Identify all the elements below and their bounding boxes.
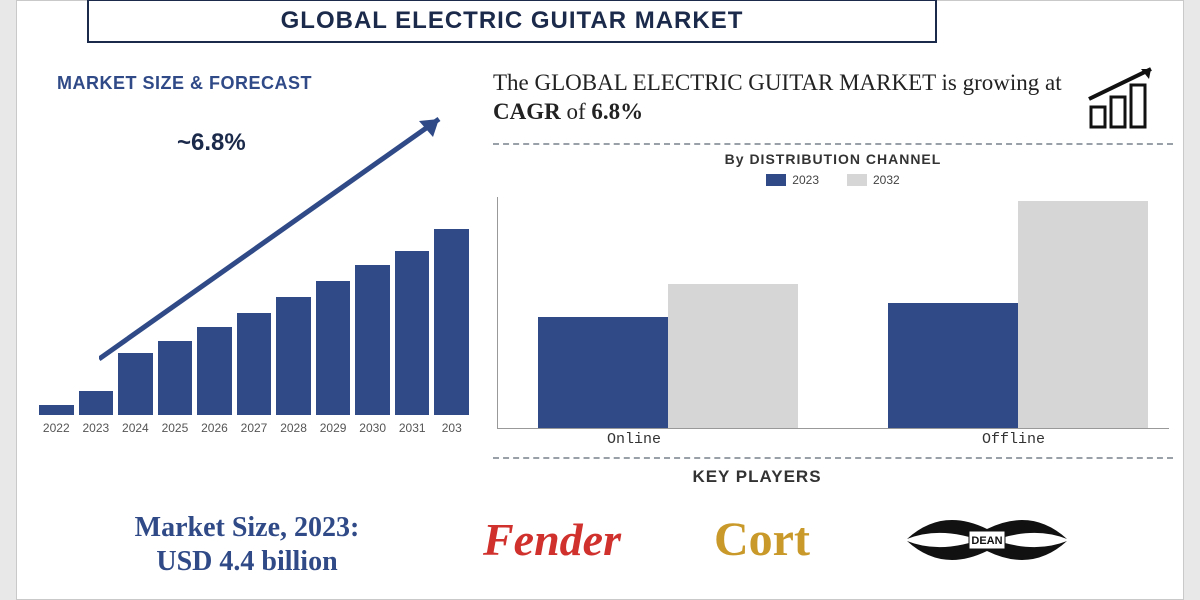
forecast-bar: [79, 391, 114, 415]
divider: [493, 143, 1173, 145]
distribution-legend: 2023 2032: [493, 173, 1173, 187]
forecast-bar: [276, 297, 311, 415]
forecast-year-label: 2025: [158, 421, 193, 435]
forecast-label: MARKET SIZE & FORECAST: [57, 73, 312, 94]
forecast-year-label: 2024: [118, 421, 153, 435]
forecast-year-label: 2028: [276, 421, 311, 435]
growth-chart-icon: [1083, 63, 1173, 133]
legend-swatch: [847, 174, 867, 186]
forecast-bar: [355, 265, 390, 415]
infographic-card: GLOBAL ELECTRIC GUITAR MARKET MARKET SIZ…: [16, 0, 1184, 600]
key-players-title: KEY PLAYERS: [657, 467, 857, 487]
svg-text:DEAN: DEAN: [971, 535, 1002, 547]
forecast-bar: [39, 405, 74, 415]
callout-of: of: [561, 99, 592, 124]
market-size-stat: Market Size, 2023: USD 4.4 billion: [57, 511, 437, 578]
forecast-bars: [39, 115, 469, 415]
forecast-bar: [434, 229, 469, 415]
distribution-chart: [497, 197, 1169, 429]
forecast-year-label: 2026: [197, 421, 232, 435]
legend-swatch: [766, 174, 786, 186]
forecast-bar: [118, 353, 153, 415]
callout-mid: is growing at: [936, 70, 1062, 95]
title-bar: GLOBAL ELECTRIC GUITAR MARKET: [87, 0, 937, 43]
distribution-bar-2032: [1018, 201, 1148, 428]
cagr-badge: ~6.8%: [177, 129, 246, 157]
forecast-year-label: 2027: [237, 421, 272, 435]
forecast-year-label: 2030: [355, 421, 390, 435]
legend-label: 2023: [792, 173, 819, 187]
market-size-line2: USD 4.4 billion: [156, 546, 337, 577]
distribution-bar-2032: [668, 284, 798, 428]
distribution-xaxis: Online Offline: [497, 431, 1169, 449]
forecast-xaxis: 2022 2023 2024 2025 2026 2027 2028 2029 2030 2031…: [39, 421, 469, 435]
distribution-category-label: Offline: [982, 431, 1045, 448]
forecast-bar: [197, 327, 232, 415]
callout-value: 6.8%: [591, 99, 643, 124]
forecast-bar: [158, 341, 193, 415]
legend-label: 2032: [873, 173, 900, 187]
market-size-line1: Market Size, 2023:: [135, 512, 360, 543]
callout-pre: The: [493, 70, 535, 95]
page-title: GLOBAL ELECTRIC GUITAR MARKET: [281, 7, 744, 35]
logo-dean: DEAN: [887, 499, 1087, 579]
logo-fender: Fender: [457, 499, 647, 579]
logo-cort: Cort: [677, 499, 847, 579]
callout-metric: CAGR: [493, 99, 561, 124]
distribution-title: By DISTRIBUTION CHANNEL: [493, 151, 1173, 167]
forecast-year-label: 203: [434, 421, 469, 435]
forecast-chart: 2022202320242025202620272028202920302031…: [39, 99, 469, 429]
distribution-group: [538, 284, 798, 428]
distribution-bar-2023: [888, 303, 1018, 428]
headline-text: The GLOBAL ELECTRIC GUITAR MARKET is gro…: [493, 69, 1083, 127]
forecast-year-label: 2029: [316, 421, 351, 435]
headline-callout: The GLOBAL ELECTRIC GUITAR MARKET is gro…: [493, 57, 1173, 139]
divider: [493, 457, 1173, 459]
distribution-group: [888, 201, 1148, 428]
distribution-category-label: Online: [607, 431, 661, 448]
forecast-bar: [316, 281, 351, 415]
forecast-year-label: 2031: [395, 421, 430, 435]
legend-item: 2032: [847, 173, 900, 187]
forecast-year-label: 2023: [79, 421, 114, 435]
forecast-bar: [237, 313, 272, 415]
forecast-bar: [395, 251, 430, 415]
forecast-year-label: 2022: [39, 421, 74, 435]
callout-subject: GLOBAL ELECTRIC GUITAR MARKET: [535, 70, 936, 95]
distribution-bar-2023: [538, 317, 668, 428]
legend-item: 2023: [766, 173, 819, 187]
